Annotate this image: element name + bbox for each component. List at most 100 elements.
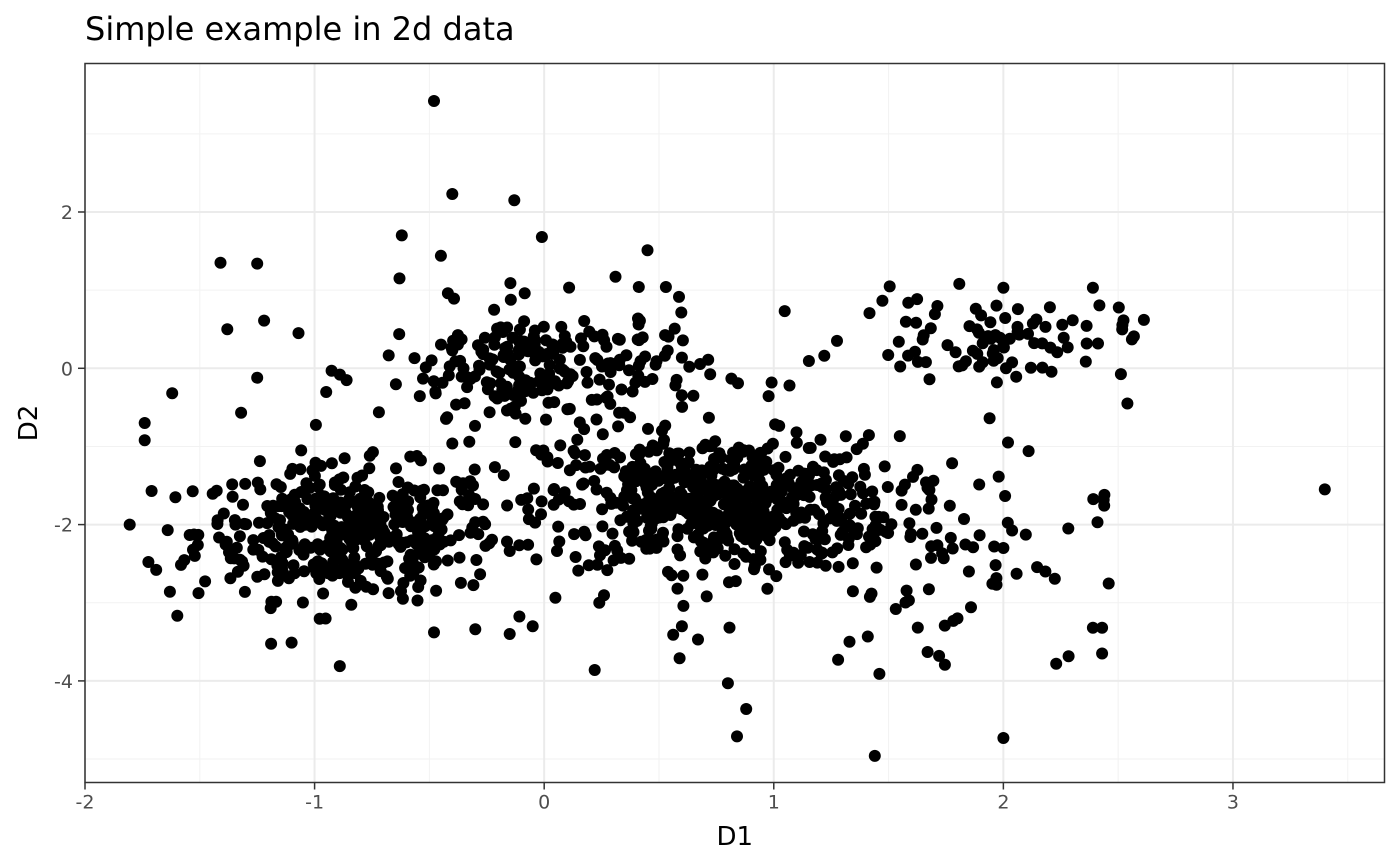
data-point — [590, 393, 603, 406]
data-point — [582, 559, 595, 572]
data-point — [899, 315, 912, 328]
data-point — [504, 293, 517, 306]
data-point — [515, 394, 527, 407]
data-point — [973, 529, 986, 542]
data-point — [235, 406, 248, 419]
data-point — [413, 390, 426, 403]
x-tick-label: 1 — [768, 792, 780, 814]
data-point — [551, 545, 563, 557]
data-point — [588, 475, 601, 487]
data-point — [429, 535, 442, 548]
data-point — [318, 490, 331, 503]
data-point — [881, 481, 894, 493]
data-point — [533, 375, 545, 388]
data-point — [909, 558, 922, 571]
data-point — [748, 563, 760, 576]
data-point — [1036, 337, 1049, 350]
data-point — [501, 321, 514, 334]
y-tick-label: 0 — [61, 358, 73, 380]
data-point — [959, 538, 972, 551]
data-point — [911, 621, 924, 634]
data-point — [670, 491, 683, 504]
data-point — [1013, 328, 1026, 341]
data-point — [313, 612, 326, 625]
data-point — [221, 323, 234, 336]
data-point — [868, 749, 881, 762]
data-point — [590, 413, 603, 426]
data-point — [640, 542, 653, 555]
data-point — [412, 581, 425, 593]
data-point — [414, 454, 427, 467]
data-point — [1001, 516, 1014, 529]
data-point — [251, 371, 264, 384]
data-point — [826, 500, 839, 513]
data-point — [609, 270, 622, 283]
major-gridlines — [84, 63, 1385, 783]
x-tick-label: -2 — [76, 792, 95, 814]
data-point — [762, 491, 775, 504]
data-point — [911, 463, 924, 476]
data-point — [773, 419, 786, 432]
data-point — [698, 546, 711, 559]
data-point — [284, 467, 297, 480]
data-point — [564, 340, 577, 353]
data-point — [969, 302, 982, 315]
data-point — [707, 506, 720, 519]
data-point — [607, 554, 620, 567]
data-point — [1022, 445, 1035, 458]
data-point — [571, 433, 584, 446]
data-point — [444, 534, 457, 547]
data-point — [831, 334, 843, 347]
data-point — [1039, 565, 1052, 578]
data-point — [999, 312, 1012, 324]
data-point — [271, 574, 284, 587]
data-point — [727, 446, 740, 459]
data-point — [240, 518, 253, 531]
data-point — [1080, 337, 1093, 350]
data-point — [988, 540, 1001, 553]
data-point — [662, 565, 674, 578]
data-point — [522, 513, 535, 526]
data-point — [814, 433, 827, 446]
data-point — [597, 452, 609, 465]
data-point — [676, 400, 689, 413]
data-point — [882, 349, 895, 361]
data-point — [1086, 621, 1099, 634]
data-point — [380, 570, 393, 583]
data-point — [795, 506, 808, 519]
x-tick-label: 2 — [997, 792, 1009, 814]
data-point — [811, 556, 824, 569]
data-point — [265, 637, 278, 650]
data-point — [138, 434, 151, 447]
data-point — [369, 498, 382, 511]
data-point — [632, 312, 644, 325]
data-point — [500, 380, 513, 393]
data-point — [348, 551, 361, 564]
data-point — [423, 548, 436, 561]
data-point — [239, 477, 252, 490]
data-point — [873, 667, 886, 680]
data-point — [810, 464, 823, 477]
data-point — [659, 419, 672, 432]
data-point — [247, 534, 260, 547]
data-point — [552, 520, 565, 533]
data-point — [732, 511, 745, 524]
data-point — [488, 390, 501, 403]
data-point — [1010, 370, 1023, 383]
data-point — [674, 549, 687, 562]
data-point — [1024, 361, 1037, 374]
data-point — [997, 732, 1010, 744]
x-axis: -2 -1 0 1 2 3 — [76, 782, 1239, 814]
data-point — [798, 525, 810, 538]
data-point — [578, 315, 591, 327]
data-point — [951, 612, 964, 625]
data-point — [469, 419, 481, 432]
data-point — [328, 525, 341, 538]
data-point — [984, 316, 997, 329]
data-point — [429, 387, 442, 400]
data-point — [1003, 332, 1016, 345]
data-point — [579, 461, 592, 474]
data-point — [989, 329, 1002, 342]
y-axis-title: D2 — [14, 405, 44, 442]
data-point — [786, 491, 799, 504]
